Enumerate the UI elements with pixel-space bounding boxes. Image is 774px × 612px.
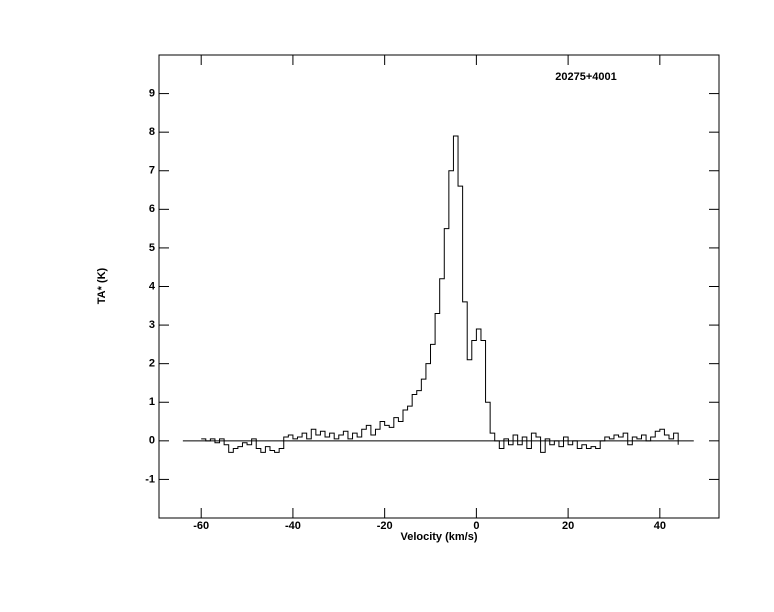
plot-frame: [158, 54, 720, 519]
x-tick-label: 40: [654, 520, 666, 532]
y-tick-label: 9: [149, 87, 155, 99]
chart-title: 20275+4001: [555, 71, 616, 83]
y-tick-label: 8: [149, 126, 155, 138]
spectrum-line: [201, 135, 679, 453]
y-tick-label: 2: [149, 358, 155, 370]
x-tick-label: -20: [377, 520, 393, 532]
y-tick-label: 5: [149, 242, 155, 254]
y-tick-label: -1: [145, 473, 155, 485]
y-tick-label: 4: [149, 280, 156, 292]
y-tick-label: 6: [149, 203, 155, 215]
y-axis-label: TA* (K): [96, 267, 108, 304]
x-axis-label: Velocity (km/s): [400, 531, 477, 543]
x-tick-label: -60: [193, 520, 209, 532]
y-tick-label: 7: [149, 165, 155, 177]
y-tick-label: 3: [149, 319, 155, 331]
y-tick-label: 0: [149, 435, 155, 447]
x-tick-label: -40: [285, 520, 301, 532]
x-tick-label: 20: [562, 520, 574, 532]
x-tick-label: 0: [473, 520, 479, 532]
y-tick-label: 1: [149, 396, 155, 408]
